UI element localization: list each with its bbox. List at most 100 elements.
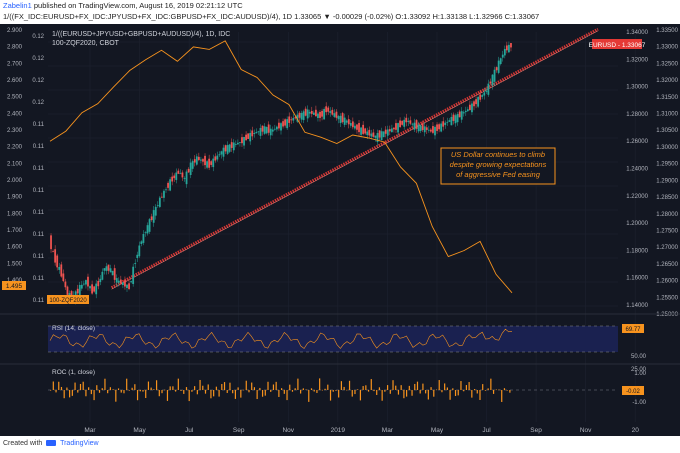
roc-bar [468, 382, 470, 390]
axis-right-far-label: 1.30500 [656, 128, 678, 134]
axis-left-far-label: 2.200 [7, 145, 23, 151]
candle-body [66, 286, 69, 295]
roc-bar [490, 378, 492, 390]
candle-body [136, 254, 139, 259]
axis-left-inner-label: 0.12 [32, 34, 44, 40]
roc-bar [416, 381, 419, 390]
candle-body [339, 115, 342, 124]
candle-body [269, 128, 272, 136]
roc-bar [196, 390, 198, 395]
chart-area[interactable]: 2.900 2.800 2.700 2.600 2.500 2.400 2.300 2.200… [0, 24, 680, 436]
footer: Created with TradingView [0, 436, 680, 453]
roc-bar [365, 385, 367, 390]
roc-bar [259, 387, 261, 390]
roc-bar [503, 388, 506, 390]
candle-body [117, 280, 120, 283]
candle-body [434, 126, 436, 136]
time-axis-label: Nov [580, 427, 592, 434]
tradingview-brand-link[interactable]: TradingView [60, 440, 99, 447]
roc-bar [52, 381, 54, 390]
axis-left-inner-label: 0.11 [33, 188, 45, 194]
roc-bar [495, 389, 497, 391]
candle-body [436, 124, 438, 131]
roc-bar [126, 378, 128, 390]
candle-body [508, 44, 510, 53]
roc-bar [240, 390, 242, 398]
candle-body [253, 132, 256, 134]
candle-body [167, 182, 169, 188]
candle-body [52, 251, 54, 253]
candle-body [294, 117, 297, 119]
candle-body [50, 235, 52, 250]
roc-bar [264, 390, 266, 396]
roc-bar [408, 385, 410, 390]
time-axis-label: 2019 [331, 427, 346, 434]
candle-body [501, 54, 504, 58]
candle-body [121, 282, 124, 285]
roc-bar [60, 386, 63, 390]
candle-body [111, 270, 114, 276]
author-link[interactable]: Zabelin1 [3, 1, 32, 10]
candle-body [267, 124, 270, 133]
chart-svg[interactable]: 2.900 2.800 2.700 2.600 2.500 2.400 2.300 2.200… [0, 24, 680, 436]
roc-bar [199, 379, 201, 390]
roc-bar [376, 390, 378, 395]
roc-bar [177, 378, 179, 390]
candle-body [310, 111, 313, 114]
roc-bar [501, 390, 503, 402]
candle-body [163, 190, 165, 198]
candle-body [376, 133, 379, 143]
roc-bar [117, 388, 120, 390]
time-axis[interactable]: Mar May Jul Sep Nov 2019 Mar May Jul Sep Nov 20 [84, 427, 639, 434]
roc-bar [373, 390, 375, 392]
candle-body [222, 147, 225, 157]
axis-right-inner-label: 1.28000 [626, 112, 648, 118]
roc-bar [340, 381, 342, 390]
candle-body [282, 121, 284, 127]
candle-body [454, 115, 457, 124]
time-axis-label: May [133, 427, 146, 434]
candle-body [62, 273, 65, 282]
candle-body [165, 189, 167, 191]
roc-bar [286, 390, 288, 401]
roc-bar [310, 388, 313, 390]
candle-body [91, 284, 93, 294]
roc-bar [82, 381, 84, 390]
candle-body [405, 117, 408, 123]
axis-right-far-label: 1.29000 [656, 178, 678, 184]
candle-body [144, 232, 147, 234]
axis-left-inner-label: 0.11 [33, 232, 45, 238]
axis-left-far-label: 2.800 [7, 45, 23, 51]
candle-body [169, 179, 172, 191]
candle-body [358, 123, 360, 133]
roc-bar [261, 390, 264, 397]
candle-body [510, 43, 512, 48]
roc-bar [359, 390, 362, 401]
roc-bar [256, 390, 258, 400]
candle-body [87, 276, 89, 287]
candle-body [419, 125, 422, 132]
roc-bar [164, 389, 166, 391]
axis-left-inner-label: 0.11 [33, 254, 45, 260]
candle-body [60, 264, 63, 277]
roc-bar [142, 390, 144, 392]
candle-body [327, 107, 330, 112]
roc-bar [172, 386, 174, 390]
roc-label: ROC (1, close) [52, 369, 95, 376]
candle-body [423, 126, 426, 133]
candle-body [356, 124, 358, 130]
candle-body [232, 142, 235, 151]
axis-left-far-label: 1.900 [7, 195, 23, 201]
time-axis-label: Sep [233, 427, 245, 434]
axis-rsi-label: 25.00 [631, 367, 647, 373]
roc-bar [449, 390, 451, 400]
candle-body [220, 151, 223, 155]
candle-body [161, 196, 163, 198]
candle-body [395, 123, 397, 130]
candle-body [146, 225, 149, 234]
candle-body [226, 145, 229, 154]
candle-body [251, 130, 254, 137]
candle-body [247, 133, 250, 139]
roc-bar [289, 384, 291, 390]
candle-body [300, 112, 303, 120]
